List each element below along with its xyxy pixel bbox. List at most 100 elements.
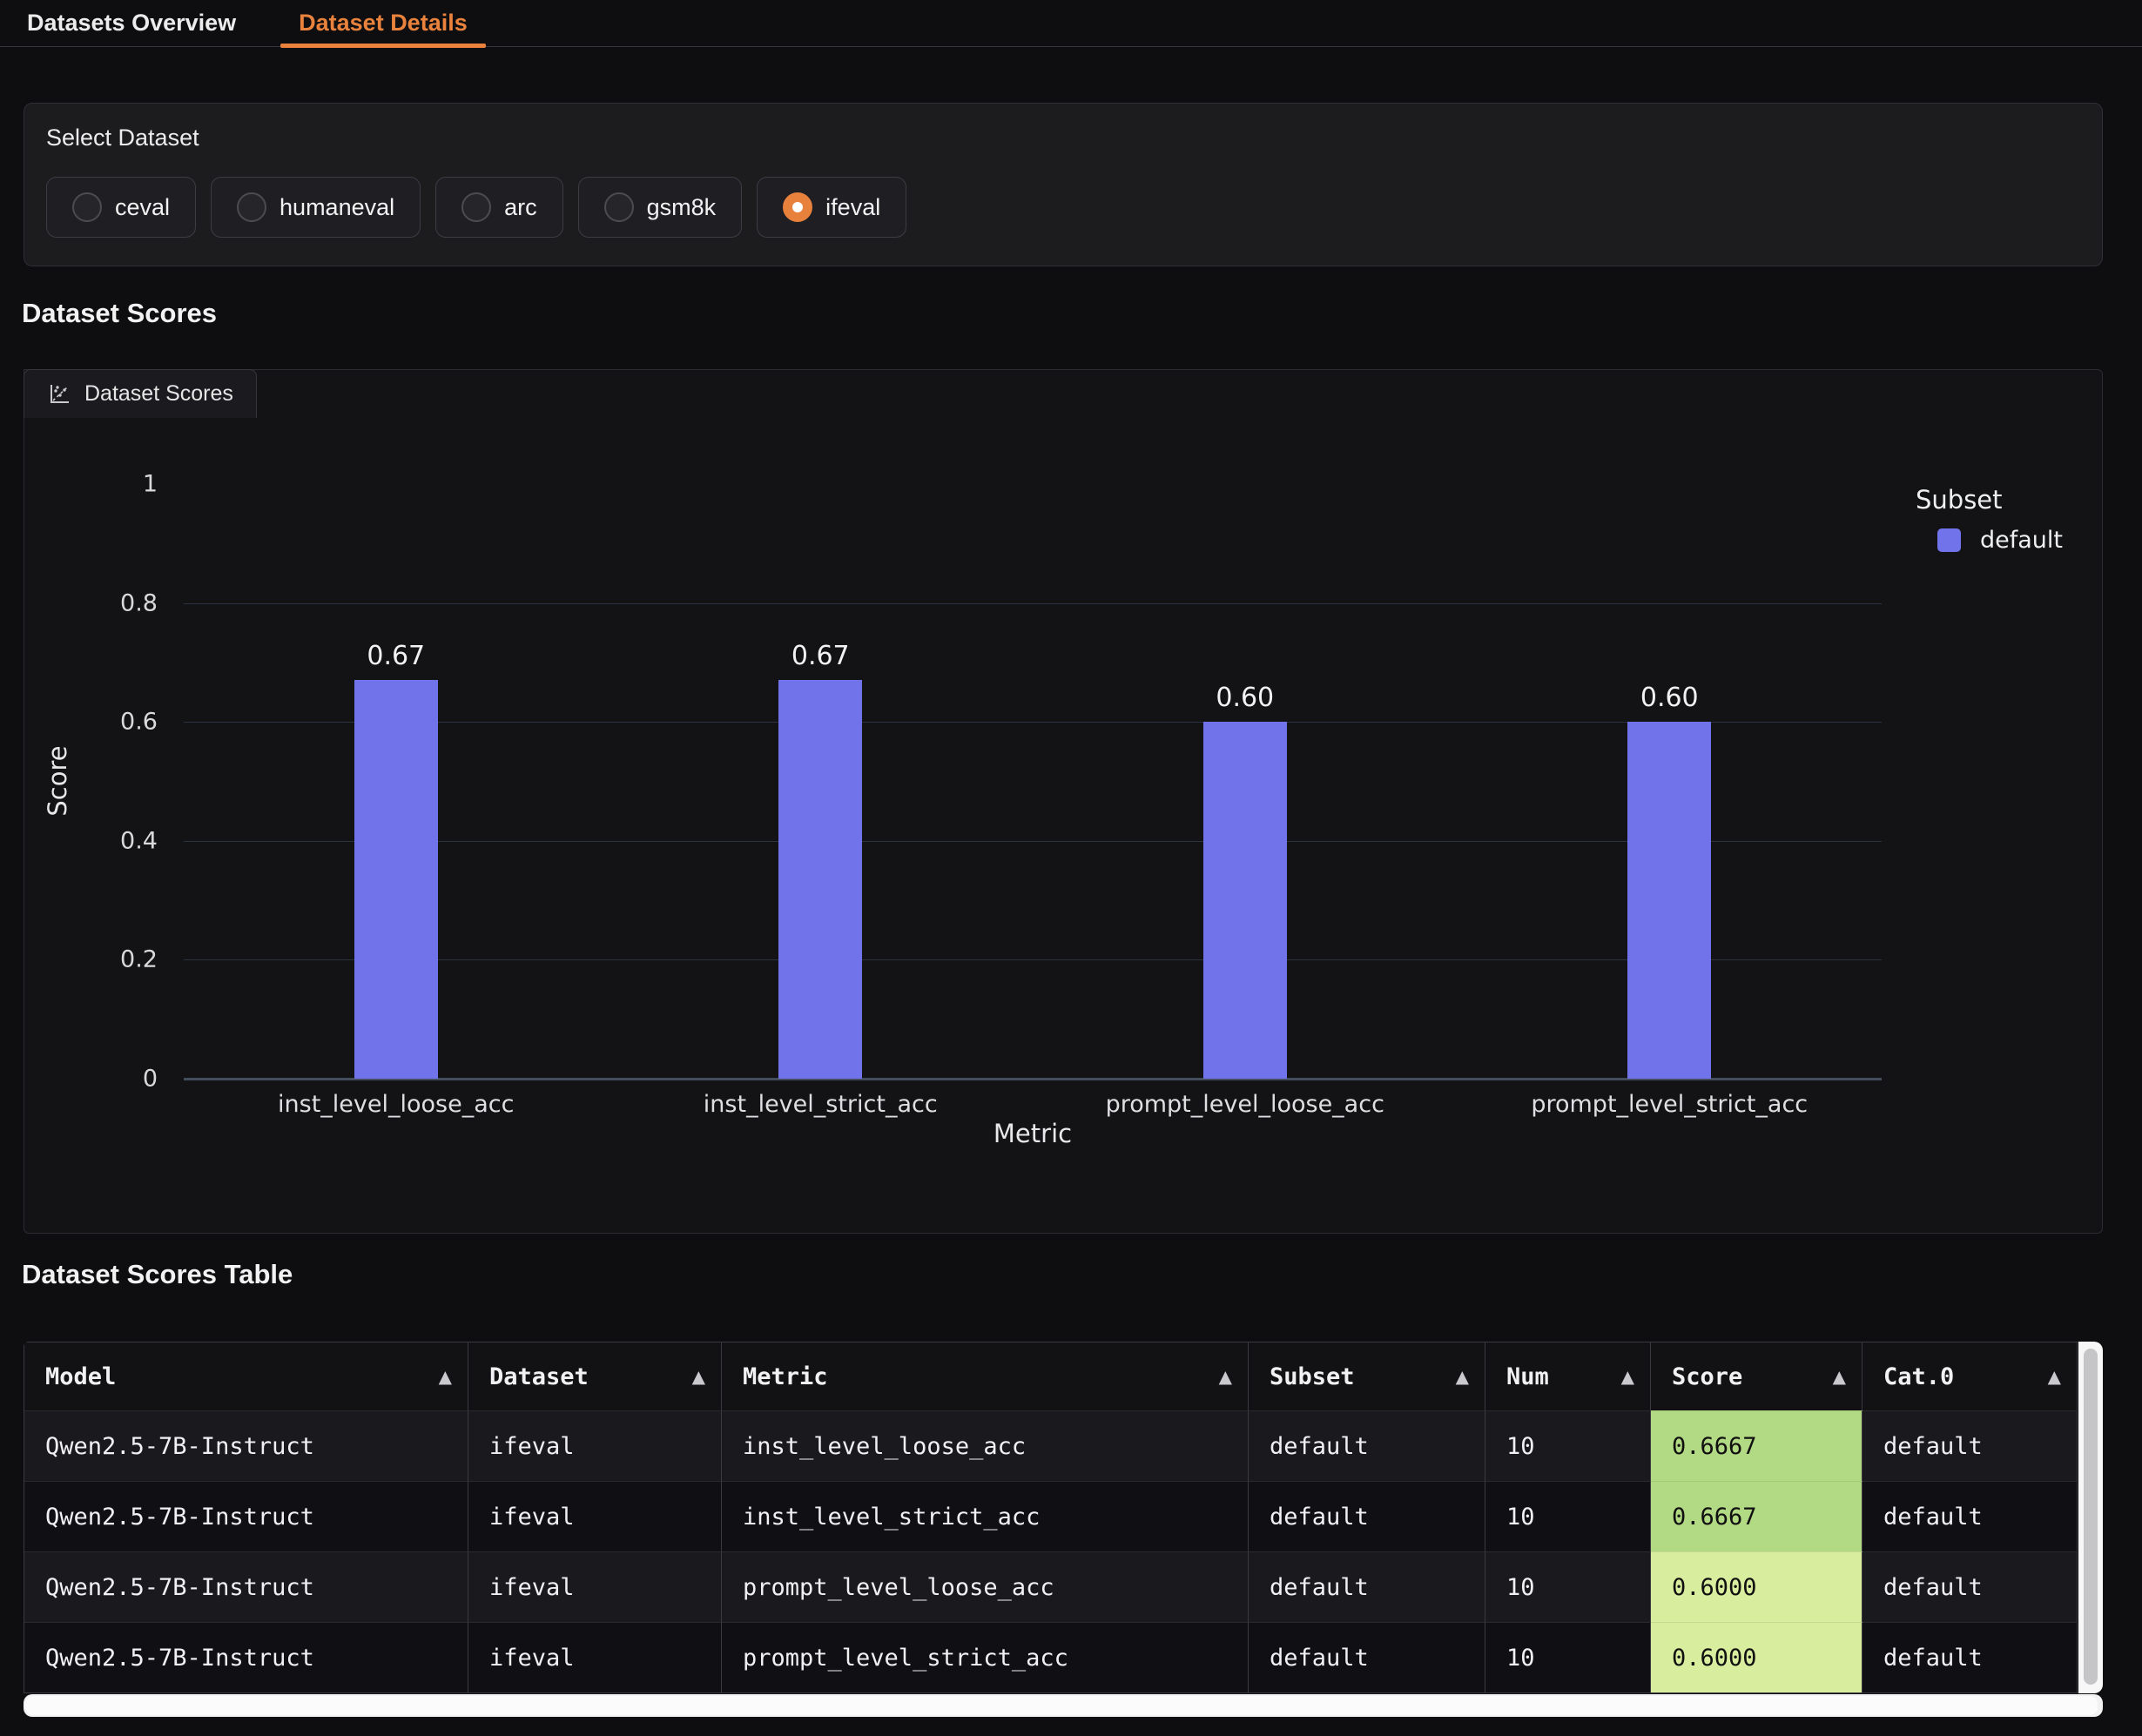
x-tick-label-inst-level-loose-acc: inst_level_loose_acc — [278, 1091, 514, 1118]
gridline-0.8 — [184, 603, 1882, 604]
dataset-option-ceval[interactable]: ceval — [46, 177, 196, 238]
dataset-option-arc[interactable]: arc — [435, 177, 563, 238]
column-header-label: Cat.0 — [1883, 1363, 1954, 1390]
x-tick-label-inst-level-strict-acc: inst_level_strict_acc — [704, 1091, 938, 1118]
y-axis-title: Score — [43, 745, 72, 816]
cell-model: Qwen2.5-7B-Instruct — [24, 1481, 468, 1551]
horizontal-scrollbar[interactable] — [24, 1694, 2103, 1717]
dataset-scores-table: Model▲Dataset▲Metric▲Subset▲Num▲Score▲Ca… — [24, 1342, 2103, 1717]
cell-num: 10 — [1485, 1410, 1651, 1481]
radio-ifeval-selected[interactable] — [783, 192, 812, 222]
radio-ceval[interactable] — [72, 192, 102, 222]
legend-swatch — [1937, 528, 1961, 552]
bar-prompt-level-loose-acc[interactable] — [1203, 722, 1287, 1079]
dataset-option-label: ceval — [115, 194, 170, 221]
dataset-scores-heading: Dataset Scores — [22, 298, 217, 329]
cell-subset: default — [1249, 1622, 1485, 1692]
cell-cat-0: default — [1862, 1551, 2078, 1622]
scatter-chart-icon — [47, 382, 71, 407]
x-axis-title: Metric — [994, 1119, 1072, 1148]
chart-tab-dataset-scores[interactable]: Dataset Scores — [24, 369, 257, 418]
bar-inst-level-loose-acc[interactable] — [354, 680, 438, 1079]
radio-humaneval[interactable] — [237, 192, 266, 222]
cell-model: Qwen2.5-7B-Instruct — [24, 1410, 468, 1481]
sort-ascending-icon[interactable]: ▲ — [692, 1366, 705, 1387]
cell-metric: prompt_level_loose_acc — [722, 1551, 1249, 1622]
radio-gsm8k[interactable] — [604, 192, 634, 222]
cell-dataset: ifeval — [468, 1622, 722, 1692]
column-header-score[interactable]: Score ▲ — [1651, 1342, 1862, 1410]
table-row-3: Qwen2.5-7B-Instructifevalprompt_level_lo… — [24, 1551, 2078, 1622]
tab-datasets-overview[interactable]: Datasets Overview — [9, 0, 254, 46]
x-tick-label-prompt-level-strict-acc: prompt_level_strict_acc — [1531, 1091, 1808, 1118]
x-tick-label-prompt-level-loose-acc: prompt_level_loose_acc — [1106, 1091, 1384, 1118]
chart-tab-label: Dataset Scores — [84, 381, 233, 407]
column-header-subset[interactable]: Subset ▲ — [1249, 1342, 1485, 1410]
dataset-scores-chart-panel: Dataset Scores Score Metric Subset defau… — [24, 369, 2103, 1234]
bar-value-label: 0.60 — [1216, 683, 1274, 713]
tab-dataset-details[interactable]: Dataset Details — [280, 0, 486, 46]
sort-ascending-icon[interactable]: ▲ — [2048, 1366, 2061, 1387]
y-tick-label: 0 — [53, 1066, 158, 1093]
cell-metric: inst_level_loose_acc — [722, 1410, 1249, 1481]
sort-ascending-icon[interactable]: ▲ — [1456, 1366, 1469, 1387]
column-header-cat-0[interactable]: Cat.0 ▲ — [1862, 1342, 2078, 1410]
vertical-scrollbar[interactable] — [2078, 1342, 2103, 1693]
score-cell: 0.6000 — [1651, 1551, 1862, 1622]
table-row-4: Qwen2.5-7B-Instructifevalprompt_level_st… — [24, 1622, 2078, 1692]
cell-metric: inst_level_strict_acc — [722, 1481, 1249, 1551]
select-dataset-label: Select Dataset — [46, 124, 199, 151]
dataset-radio-group: ceval humaneval arc gsm8k ifeval — [46, 177, 906, 238]
cell-dataset: ifeval — [468, 1410, 722, 1481]
table-row-2: Qwen2.5-7B-Instructifevalinst_level_stri… — [24, 1481, 2078, 1551]
evalscope-dataset-details-page: { "tabs": { "items": [ { "label": "Datas… — [0, 0, 2142, 1736]
cell-cat-0: default — [1862, 1481, 2078, 1551]
cell-dataset: ifeval — [468, 1481, 722, 1551]
cell-model: Qwen2.5-7B-Instruct — [24, 1622, 468, 1692]
column-header-label: Model — [45, 1363, 116, 1390]
cell-num: 10 — [1485, 1481, 1651, 1551]
cell-cat-0: default — [1862, 1622, 2078, 1692]
legend-title: Subset — [1916, 485, 2063, 515]
dataset-option-label: arc — [504, 194, 537, 221]
top-tab-bar: Datasets Overview Dataset Details — [0, 0, 2142, 47]
column-header-model[interactable]: Model ▲ — [24, 1342, 468, 1410]
cell-subset: default — [1249, 1410, 1485, 1481]
dataset-option-ifeval[interactable]: ifeval — [757, 177, 906, 238]
sort-ascending-icon[interactable]: ▲ — [1621, 1366, 1634, 1387]
column-header-dataset[interactable]: Dataset ▲ — [468, 1342, 722, 1410]
cell-cat-0: default — [1862, 1410, 2078, 1481]
y-tick-label: 0.4 — [53, 827, 158, 854]
legend-entry-label: default — [1980, 527, 2063, 554]
column-header-label: Dataset — [489, 1363, 589, 1390]
radio-arc[interactable] — [461, 192, 491, 222]
y-tick-label: 0.6 — [53, 709, 158, 736]
score-cell: 0.6000 — [1651, 1622, 1862, 1692]
bar-value-label: 0.60 — [1640, 683, 1699, 713]
dataset-option-label: ifeval — [825, 194, 880, 221]
legend-entry-default[interactable]: default — [1937, 527, 2063, 554]
bar-value-label: 0.67 — [367, 641, 425, 671]
bar-inst-level-strict-acc[interactable] — [778, 680, 862, 1079]
cell-num: 10 — [1485, 1622, 1651, 1692]
dataset-option-label: humaneval — [280, 194, 394, 221]
score-cell: 0.6667 — [1651, 1410, 1862, 1481]
vertical-scrollbar-thumb[interactable] — [2084, 1349, 2098, 1685]
cell-model: Qwen2.5-7B-Instruct — [24, 1551, 468, 1622]
column-header-label: Score — [1672, 1363, 1742, 1390]
dataset-option-gsm8k[interactable]: gsm8k — [578, 177, 743, 238]
y-tick-label: 0.8 — [53, 589, 158, 616]
dataset-scores-table-heading: Dataset Scores Table — [22, 1259, 293, 1290]
column-header-label: Subset — [1270, 1363, 1355, 1390]
dataset-option-humaneval[interactable]: humaneval — [211, 177, 421, 238]
column-header-metric[interactable]: Metric▲ — [722, 1342, 1249, 1410]
column-header-num[interactable]: Num ▲ — [1485, 1342, 1651, 1410]
table-grid: Model▲Dataset▲Metric▲Subset▲Num▲Score▲Ca… — [24, 1342, 2078, 1693]
horizontal-scrollbar-thumb[interactable] — [25, 1696, 2098, 1715]
column-header-label: Num — [1506, 1363, 1549, 1390]
sort-ascending-icon[interactable]: ▲ — [1219, 1366, 1232, 1387]
sort-ascending-icon[interactable]: ▲ — [1833, 1366, 1846, 1387]
y-tick-label: 1 — [53, 471, 158, 498]
bar-prompt-level-strict-acc[interactable] — [1627, 722, 1711, 1079]
sort-ascending-icon[interactable]: ▲ — [439, 1366, 452, 1387]
